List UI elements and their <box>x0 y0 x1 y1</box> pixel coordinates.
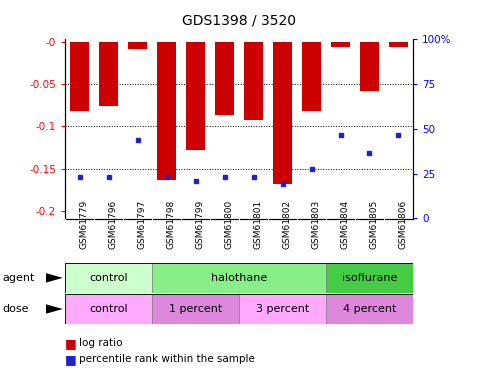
Bar <box>331 42 350 47</box>
Text: GSM61803: GSM61803 <box>312 200 321 249</box>
Bar <box>302 42 321 111</box>
Polygon shape <box>46 273 63 283</box>
Text: GSM61806: GSM61806 <box>398 200 408 249</box>
Text: GSM61799: GSM61799 <box>196 200 205 249</box>
Text: halothane: halothane <box>211 273 267 283</box>
Text: GSM61805: GSM61805 <box>369 200 379 249</box>
Text: GSM61801: GSM61801 <box>254 200 263 249</box>
Bar <box>128 42 147 49</box>
Text: percentile rank within the sample: percentile rank within the sample <box>79 354 255 364</box>
Text: log ratio: log ratio <box>79 338 122 348</box>
Text: GDS1398 / 3520: GDS1398 / 3520 <box>182 13 296 27</box>
Text: ■: ■ <box>65 337 77 350</box>
Bar <box>65 262 152 293</box>
Text: agent: agent <box>2 273 35 283</box>
Bar <box>157 42 176 180</box>
Bar <box>99 42 118 106</box>
Bar <box>152 294 239 324</box>
Bar <box>389 42 408 47</box>
Bar <box>326 294 413 324</box>
Bar <box>239 294 326 324</box>
Text: 1 percent: 1 percent <box>169 304 222 314</box>
Bar <box>273 42 292 184</box>
Text: GSM61797: GSM61797 <box>138 200 147 249</box>
Bar <box>326 262 413 293</box>
Bar <box>71 42 89 111</box>
Text: 3 percent: 3 percent <box>256 304 309 314</box>
Text: GSM61798: GSM61798 <box>167 200 176 249</box>
Text: 4 percent: 4 percent <box>343 304 396 314</box>
Text: GSM61804: GSM61804 <box>341 200 350 249</box>
Bar <box>152 262 326 293</box>
Text: GSM61802: GSM61802 <box>283 200 292 249</box>
Bar <box>215 42 234 115</box>
Bar <box>65 294 152 324</box>
Text: GSM61800: GSM61800 <box>225 200 234 249</box>
Text: GSM61796: GSM61796 <box>109 200 118 249</box>
Text: isoflurane: isoflurane <box>342 273 397 283</box>
Bar <box>186 42 205 150</box>
Text: dose: dose <box>2 304 29 314</box>
Polygon shape <box>46 304 63 314</box>
Text: control: control <box>89 273 128 283</box>
Text: GSM61779: GSM61779 <box>80 200 89 249</box>
Text: control: control <box>89 304 128 314</box>
Bar <box>360 42 379 91</box>
Text: ■: ■ <box>65 353 77 366</box>
Bar <box>244 42 263 120</box>
